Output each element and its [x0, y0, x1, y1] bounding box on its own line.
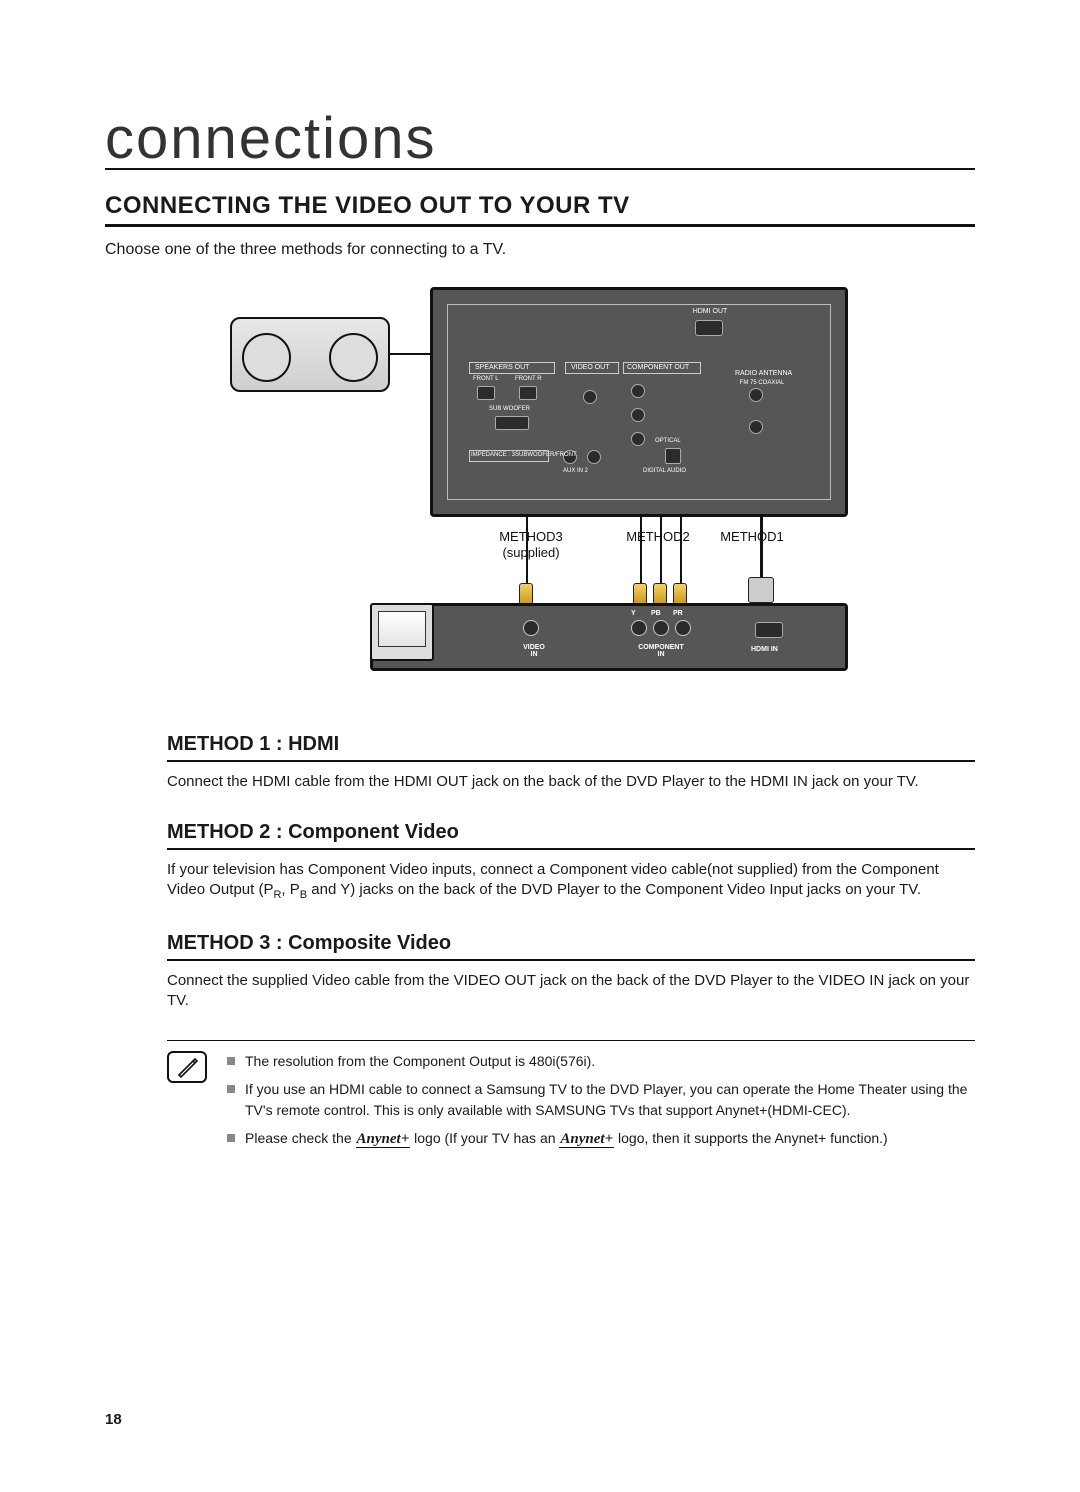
port-comp-y: [631, 384, 645, 398]
note-icon: [167, 1051, 207, 1083]
label-speakers-out: SPEAKERS OUT: [473, 364, 531, 371]
rear-panel-inner: [447, 304, 831, 500]
notes-rule: [167, 1040, 975, 1041]
port-front-l: [477, 386, 495, 400]
tv-port-video: [523, 620, 539, 636]
section-heading: CONNECTING THE VIDEO OUT TO YOUR TV: [105, 192, 975, 227]
tv-label-component-in: COMPONENTIN: [631, 644, 691, 658]
tv-input-panel: VIDEOIN Y PB PR COMPONENTIN HDMI IN: [370, 603, 848, 671]
plug-composite: [519, 583, 533, 605]
port-front-r: [519, 386, 537, 400]
page-title: connections: [105, 110, 975, 170]
leader-line: [390, 353, 430, 355]
dvd-player-rear-icon: [230, 317, 390, 392]
tv-label-hdmi-in: HDMI IN: [751, 646, 778, 653]
label-method3: METHOD3 (supplied): [486, 529, 576, 562]
tv-port-pr: [675, 620, 691, 636]
anynet-logo-2: Anynet+: [559, 1131, 614, 1148]
label-subwoofer: SUB WOOFER: [489, 406, 530, 412]
sub-b: B: [300, 889, 307, 901]
tv-label-video-in: VIDEOIN: [517, 644, 551, 658]
port-antenna-2: [749, 420, 763, 434]
label-method1: METHOD1: [712, 529, 792, 545]
notes-list: The resolution from the Component Output…: [227, 1051, 975, 1151]
label-radio-antenna: RADIO ANTENNA: [733, 370, 794, 377]
port-aux-r: [587, 450, 601, 464]
label-method3-line1: METHOD3: [499, 529, 563, 544]
label-method2: METHOD2: [618, 529, 698, 545]
sub-r: R: [273, 889, 281, 901]
port-comp-pr: [631, 432, 645, 446]
tv-label-y: Y: [631, 610, 636, 617]
note-item-2: If you use an HDMI cable to connect a Sa…: [227, 1079, 975, 1120]
method-1-title: METHOD 1 : HDMI: [167, 733, 975, 762]
method-3: METHOD 3 : Composite Video Connect the s…: [167, 932, 975, 1012]
label-component-out: COMPONENT OUT: [625, 364, 691, 371]
note-item-1: The resolution from the Component Output…: [227, 1051, 975, 1071]
label-aux-in2: AUX IN 2: [563, 468, 588, 474]
method-1-body: Connect the HDMI cable from the HDMI OUT…: [167, 772, 975, 793]
label-hdmi-out: HDMI OUT: [685, 308, 735, 315]
port-video-out: [583, 390, 597, 404]
label-method3-line2: (supplied): [502, 545, 559, 560]
plug-comp-1: [633, 583, 647, 605]
page-number: 18: [105, 1411, 122, 1428]
label-front-r: FRONT R: [515, 376, 542, 382]
port-comp-pb: [631, 408, 645, 422]
tv-port-pb: [653, 620, 669, 636]
tv-icon: [370, 603, 434, 661]
label-video-out: VIDEO OUT: [569, 364, 612, 371]
method-2-title: METHOD 2 : Component Video: [167, 821, 975, 850]
port-hdmi-out: [695, 320, 723, 336]
method-1: METHOD 1 : HDMI Connect the HDMI cable f…: [167, 733, 975, 793]
connection-diagram: HDMI OUT SPEAKERS OUT VIDEO OUT COMPONEN…: [230, 287, 850, 677]
label-fm: FM 75 COAXIAL: [739, 380, 785, 386]
plug-comp-3: [673, 583, 687, 605]
method-2: METHOD 2 : Component Video If your telev…: [167, 821, 975, 904]
method-2-body: If your television has Component Video i…: [167, 860, 975, 904]
rear-panel: HDMI OUT SPEAKERS OUT VIDEO OUT COMPONEN…: [430, 287, 848, 517]
port-subwoofer: [495, 416, 529, 430]
label-front-l: FRONT L: [473, 376, 499, 382]
method-3-title: METHOD 3 : Composite Video: [167, 932, 975, 961]
anynet-logo-1: Anynet+: [356, 1131, 411, 1148]
note-item-3: Please check the Anynet+ logo (If your T…: [227, 1128, 975, 1151]
intro-text: Choose one of the three methods for conn…: [105, 241, 975, 259]
plug-comp-2: [653, 583, 667, 605]
port-fm: [749, 388, 763, 402]
port-optical: [665, 448, 681, 464]
label-optical: OPTICAL: [655, 438, 681, 444]
tv-port-hdmi: [755, 622, 783, 638]
plug-hdmi: [748, 577, 774, 603]
label-impedance: IMPEDANCE : 3SUBWOOFER/FRONT: [471, 452, 577, 458]
tv-label-pb: PB: [651, 610, 661, 617]
tv-port-y: [631, 620, 647, 636]
label-digital-audio: DIGITAL AUDIO: [643, 468, 686, 474]
tv-label-pr: PR: [673, 610, 683, 617]
notes-block: The resolution from the Component Output…: [167, 1051, 975, 1151]
method-3-body: Connect the supplied Video cable from th…: [167, 971, 975, 1012]
